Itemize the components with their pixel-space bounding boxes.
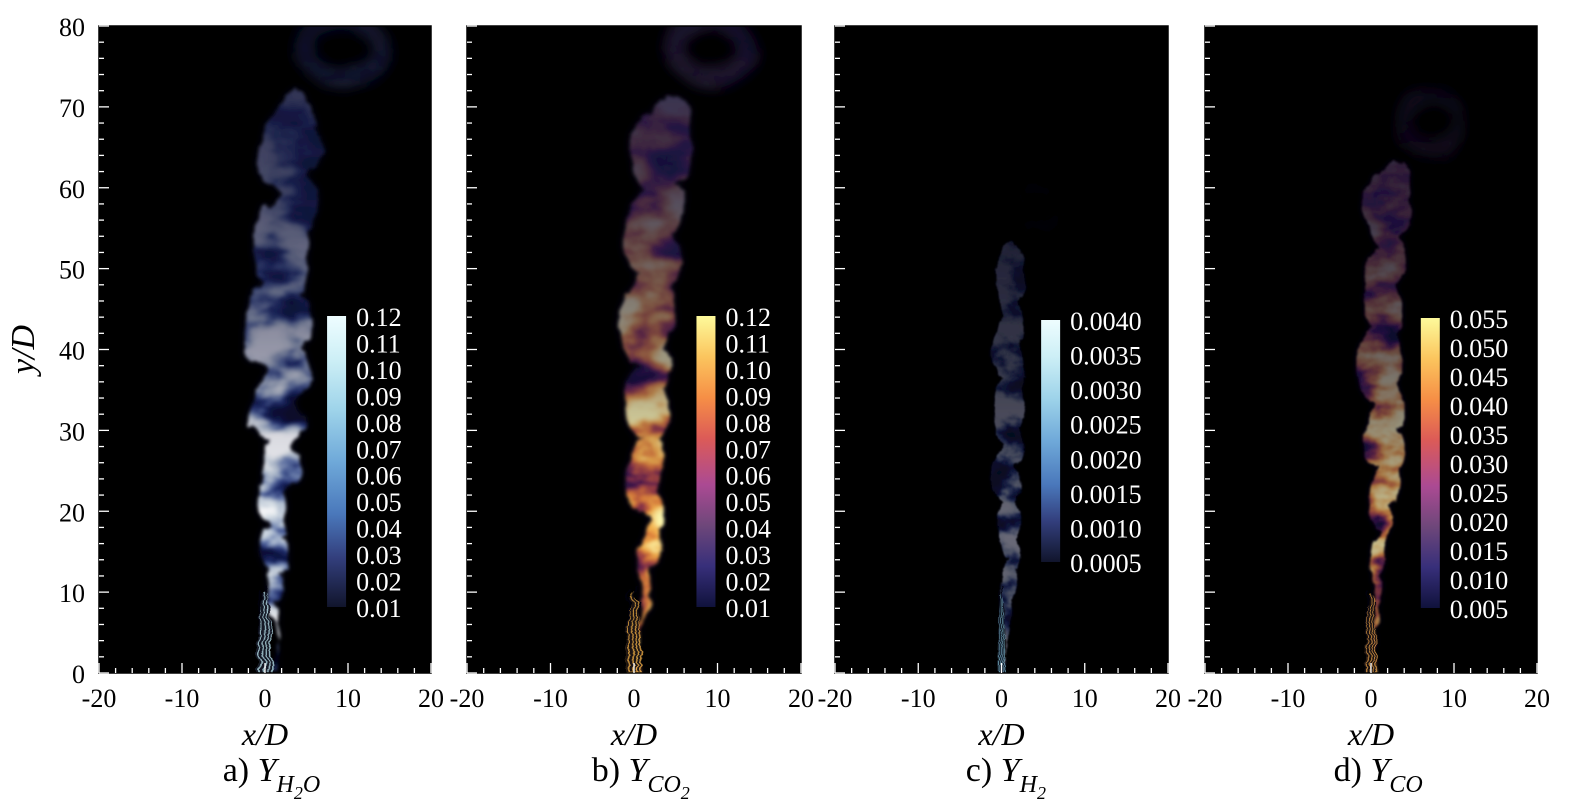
svg-text:60: 60 xyxy=(59,175,85,204)
svg-text:0.05: 0.05 xyxy=(725,488,771,517)
svg-text:0.04: 0.04 xyxy=(356,515,402,544)
svg-text:0.055: 0.055 xyxy=(1450,305,1509,334)
svg-text:10: 10 xyxy=(59,579,85,608)
svg-text:0.09: 0.09 xyxy=(356,382,402,411)
svg-text:-20: -20 xyxy=(818,684,853,713)
svg-text:0.0035: 0.0035 xyxy=(1070,342,1142,371)
svg-text:-10: -10 xyxy=(165,684,200,713)
svg-text:x/D: x/D xyxy=(610,716,657,752)
svg-text:0.07: 0.07 xyxy=(725,435,771,464)
svg-text:0.02: 0.02 xyxy=(725,568,771,597)
svg-text:0.0040: 0.0040 xyxy=(1070,307,1142,336)
svg-text:0.07: 0.07 xyxy=(356,435,402,464)
svg-text:20: 20 xyxy=(418,684,444,713)
svg-text:0.09: 0.09 xyxy=(725,382,771,411)
svg-text:10: 10 xyxy=(335,684,361,713)
svg-text:-20: -20 xyxy=(1188,684,1223,713)
svg-text:0.0010: 0.0010 xyxy=(1070,514,1142,543)
svg-text:0.02: 0.02 xyxy=(356,568,402,597)
svg-text:0: 0 xyxy=(72,660,85,689)
svg-text:-20: -20 xyxy=(450,684,485,713)
svg-text:0: 0 xyxy=(995,684,1008,713)
svg-text:0.06: 0.06 xyxy=(725,462,771,491)
svg-text:0.0015: 0.0015 xyxy=(1070,480,1142,509)
svg-text:-10: -10 xyxy=(901,684,936,713)
svg-text:0.045: 0.045 xyxy=(1450,363,1509,392)
svg-text:0.0020: 0.0020 xyxy=(1070,445,1142,474)
svg-text:0.11: 0.11 xyxy=(725,329,770,358)
svg-text:x/D: x/D xyxy=(977,716,1024,752)
svg-text:0: 0 xyxy=(259,684,272,713)
svg-text:-10: -10 xyxy=(533,684,568,713)
svg-text:20: 20 xyxy=(1524,684,1550,713)
svg-text:0.06: 0.06 xyxy=(356,462,402,491)
svg-text:0.11: 0.11 xyxy=(356,329,401,358)
svg-text:x/D: x/D xyxy=(241,716,288,752)
svg-text:0.04: 0.04 xyxy=(725,515,771,544)
svg-text:0.010: 0.010 xyxy=(1450,566,1509,595)
svg-text:20: 20 xyxy=(788,684,814,713)
svg-text:0: 0 xyxy=(1365,684,1378,713)
svg-text:20: 20 xyxy=(59,498,85,527)
svg-text:y/D: y/D xyxy=(5,325,42,378)
svg-text:-10: -10 xyxy=(1271,684,1306,713)
svg-text:0.12: 0.12 xyxy=(725,303,771,332)
svg-text:50: 50 xyxy=(59,256,85,285)
svg-text:0.030: 0.030 xyxy=(1450,450,1509,479)
svg-text:0.10: 0.10 xyxy=(356,356,402,385)
svg-text:0.03: 0.03 xyxy=(356,541,402,570)
svg-text:0: 0 xyxy=(628,684,641,713)
svg-text:0.08: 0.08 xyxy=(356,409,402,438)
svg-text:0.025: 0.025 xyxy=(1450,479,1509,508)
svg-text:0.01: 0.01 xyxy=(356,594,402,623)
svg-text:0.08: 0.08 xyxy=(725,409,771,438)
svg-text:-20: -20 xyxy=(82,684,117,713)
svg-text:0.035: 0.035 xyxy=(1450,421,1509,450)
svg-text:0.0005: 0.0005 xyxy=(1070,549,1142,578)
svg-text:0.015: 0.015 xyxy=(1450,537,1509,566)
svg-text:0.03: 0.03 xyxy=(725,541,771,570)
svg-text:10: 10 xyxy=(705,684,731,713)
svg-text:20: 20 xyxy=(1155,684,1181,713)
svg-text:70: 70 xyxy=(59,94,85,123)
svg-text:0.05: 0.05 xyxy=(356,488,402,517)
svg-text:0.020: 0.020 xyxy=(1450,508,1509,537)
svg-text:x/D: x/D xyxy=(1347,716,1394,752)
svg-text:10: 10 xyxy=(1072,684,1098,713)
svg-text:0.050: 0.050 xyxy=(1450,334,1509,363)
svg-text:0.0030: 0.0030 xyxy=(1070,376,1142,405)
svg-text:0.12: 0.12 xyxy=(356,303,402,332)
svg-text:0.01: 0.01 xyxy=(725,594,771,623)
svg-text:0.0025: 0.0025 xyxy=(1070,411,1142,440)
svg-text:10: 10 xyxy=(1441,684,1467,713)
svg-text:40: 40 xyxy=(59,337,85,366)
svg-text:0.005: 0.005 xyxy=(1450,595,1509,624)
svg-text:30: 30 xyxy=(59,417,85,446)
svg-text:0.040: 0.040 xyxy=(1450,392,1509,421)
svg-text:80: 80 xyxy=(59,13,85,42)
svg-text:0.10: 0.10 xyxy=(725,356,771,385)
